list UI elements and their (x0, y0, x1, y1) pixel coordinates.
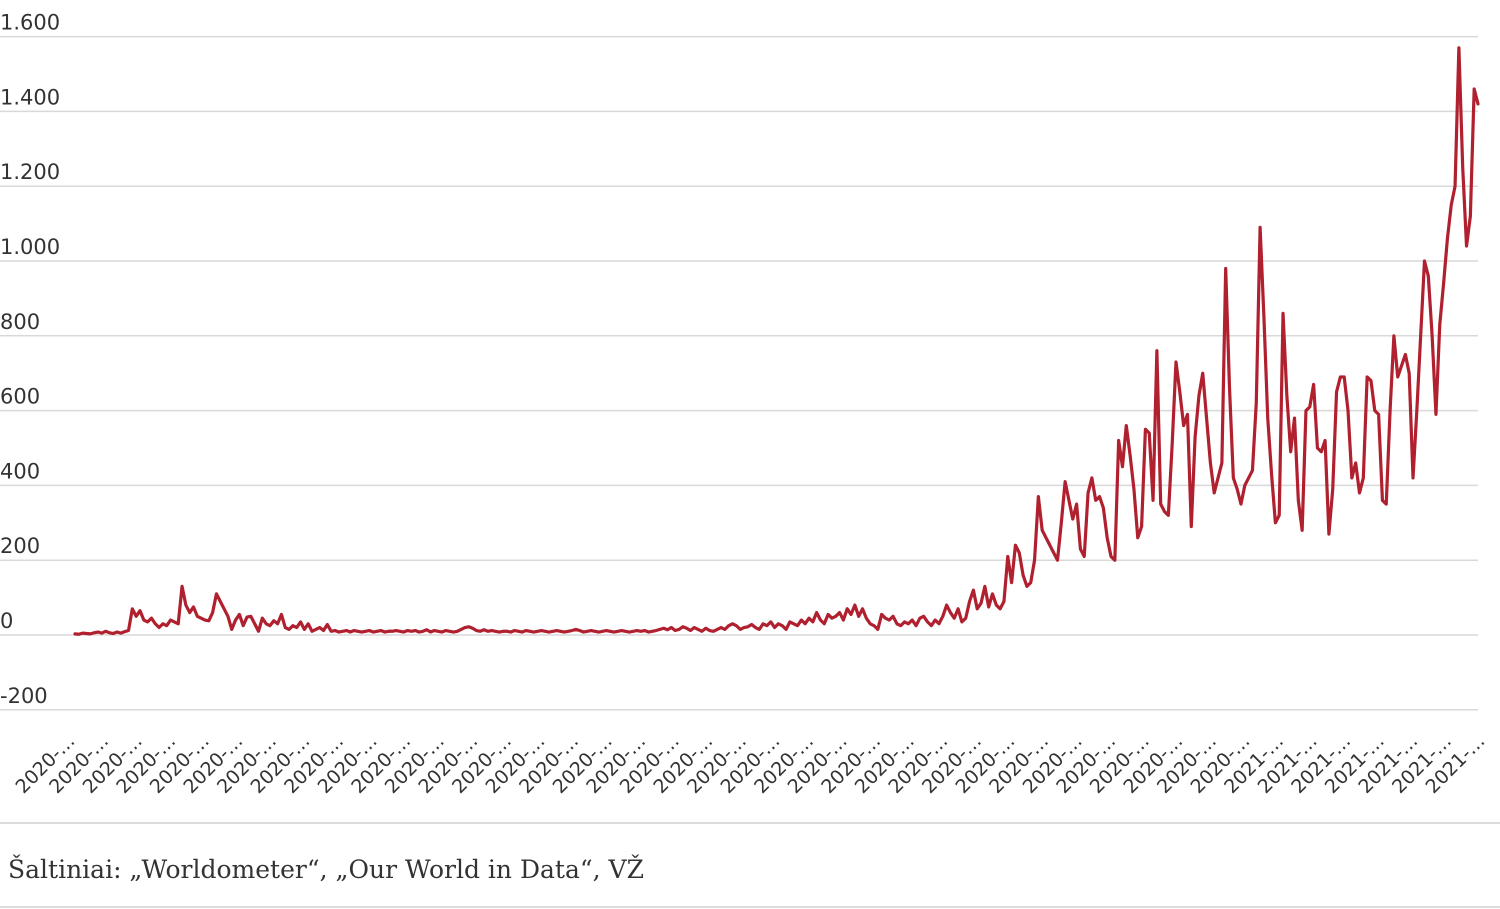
gridlines (0, 35, 1478, 711)
y-tick-label: 600 (0, 385, 40, 409)
y-tick-label: 1.200 (0, 160, 60, 184)
y-tick-label: 0 (0, 609, 13, 633)
y-tick-label: 1.000 (0, 235, 60, 259)
y-tick-label: 400 (0, 459, 40, 483)
divider-top (0, 822, 1500, 824)
y-axis-tick-labels: -200 0 200 400 600 800 1.000 1.200 1.400 1.600 (0, 11, 60, 708)
y-tick-label: -200 (0, 684, 48, 708)
series-line-0 (73, 46, 1480, 636)
x-axis-tick-labels: 2020-…2020-…2020-…2020-…2020-…2020-…2020… (11, 730, 1489, 798)
divider-bottom (0, 906, 1500, 908)
y-tick-label: 1.600 (0, 11, 60, 35)
y-tick-label: 200 (0, 534, 40, 558)
line-chart: -200 0 200 400 600 800 1.000 1.200 1.400 1.600 20… (0, 11, 1490, 798)
source-note: Šaltiniai: „Worldometer“, „Our World in … (8, 855, 644, 884)
y-tick-label: 1.400 (0, 85, 60, 109)
y-tick-label: 800 (0, 310, 40, 334)
series-layer (73, 46, 1480, 636)
